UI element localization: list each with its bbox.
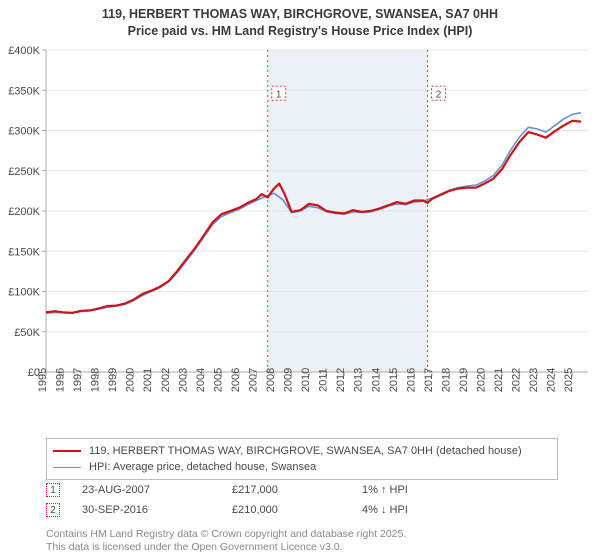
title-line-2: Price paid vs. HM Land Registry's House …: [0, 23, 600, 40]
svg-text:1999: 1999: [107, 368, 119, 392]
chart-area: £0£50K£100K£150K£200K£250K£300K£350K£400…: [0, 42, 600, 432]
svg-text:2020: 2020: [476, 368, 488, 392]
svg-text:2023: 2023: [528, 368, 540, 392]
title-line-1: 119, HERBERT THOMAS WAY, BIRCHGROVE, SWA…: [0, 6, 600, 23]
svg-text:2025: 2025: [563, 368, 575, 392]
svg-text:2005: 2005: [212, 368, 224, 392]
svg-text:1995: 1995: [37, 368, 49, 392]
marker-table: 1 23-AUG-2007£217,0001% ↑ HPI 2 30-SEP-2016…: [46, 480, 558, 520]
legend-row: HPI: Average price, detached house, Swan…: [53, 459, 551, 475]
svg-text:2022: 2022: [511, 368, 523, 392]
marker-price: £217,000: [232, 484, 362, 496]
svg-text:£50K: £50K: [14, 327, 40, 339]
legend-label: 119, HERBERT THOMAS WAY, BIRCHGROVE, SWA…: [89, 445, 522, 457]
svg-text:2012: 2012: [335, 368, 347, 392]
legend-swatch: [53, 467, 81, 468]
svg-text:2: 2: [436, 89, 442, 100]
svg-text:£200K: £200K: [8, 206, 40, 218]
svg-text:2017: 2017: [423, 368, 435, 392]
chart-container: 119, HERBERT THOMAS WAY, BIRCHGROVE, SWA…: [0, 0, 600, 560]
svg-text:2021: 2021: [493, 368, 505, 392]
marker-pct: 1% ↑ HPI: [362, 484, 512, 496]
title-block: 119, HERBERT THOMAS WAY, BIRCHGROVE, SWA…: [0, 0, 600, 40]
svg-text:2006: 2006: [230, 368, 242, 392]
svg-text:2002: 2002: [160, 368, 172, 392]
line-chart: £0£50K£100K£150K£200K£250K£300K£350K£400…: [0, 42, 600, 432]
svg-text:2018: 2018: [440, 368, 452, 392]
svg-text:1998: 1998: [90, 368, 102, 392]
marker-number-box: 2: [46, 503, 60, 517]
svg-text:2001: 2001: [142, 368, 154, 392]
svg-text:£250K: £250K: [8, 166, 40, 178]
svg-text:2009: 2009: [283, 368, 295, 392]
svg-text:£300K: £300K: [8, 126, 40, 138]
marker-row: 2 30-SEP-2016£210,0004% ↓ HPI: [46, 500, 558, 520]
svg-text:2013: 2013: [353, 368, 365, 392]
svg-text:2003: 2003: [177, 368, 189, 392]
svg-text:2011: 2011: [318, 368, 330, 392]
legend: 119, HERBERT THOMAS WAY, BIRCHGROVE, SWA…: [46, 438, 558, 480]
svg-text:2008: 2008: [265, 368, 277, 392]
svg-text:2000: 2000: [125, 368, 137, 392]
svg-text:2010: 2010: [300, 368, 312, 392]
svg-text:1996: 1996: [55, 368, 67, 392]
marker-number-box: 1: [46, 483, 60, 497]
legend-swatch: [53, 450, 81, 452]
svg-text:2014: 2014: [370, 368, 382, 392]
svg-text:1: 1: [276, 89, 282, 100]
svg-text:2024: 2024: [546, 368, 558, 392]
marker-price: £210,000: [232, 504, 362, 516]
svg-text:£350K: £350K: [8, 85, 40, 97]
footer-line-1: Contains HM Land Registry data © Crown c…: [46, 528, 406, 541]
marker-date: 30-SEP-2016: [82, 504, 232, 516]
footer-attribution: Contains HM Land Registry data © Crown c…: [46, 528, 406, 554]
svg-text:1997: 1997: [72, 368, 84, 392]
marker-row: 1 23-AUG-2007£217,0001% ↑ HPI: [46, 480, 558, 500]
svg-text:2007: 2007: [247, 368, 259, 392]
svg-text:£150K: £150K: [8, 246, 40, 258]
svg-text:£100K: £100K: [8, 287, 40, 299]
footer-line-2: This data is licensed under the Open Gov…: [46, 541, 406, 554]
svg-text:2019: 2019: [458, 368, 470, 392]
marker-date: 23-AUG-2007: [82, 484, 232, 496]
svg-text:2016: 2016: [405, 368, 417, 392]
svg-text:2015: 2015: [388, 368, 400, 392]
legend-label: HPI: Average price, detached house, Swan…: [89, 461, 316, 473]
svg-text:2004: 2004: [195, 368, 207, 392]
marker-pct: 4% ↓ HPI: [362, 504, 512, 516]
legend-row: 119, HERBERT THOMAS WAY, BIRCHGROVE, SWA…: [53, 443, 551, 459]
svg-text:£400K: £400K: [8, 45, 40, 57]
